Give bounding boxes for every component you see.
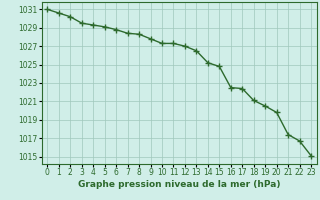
X-axis label: Graphe pression niveau de la mer (hPa): Graphe pression niveau de la mer (hPa) bbox=[78, 180, 280, 189]
